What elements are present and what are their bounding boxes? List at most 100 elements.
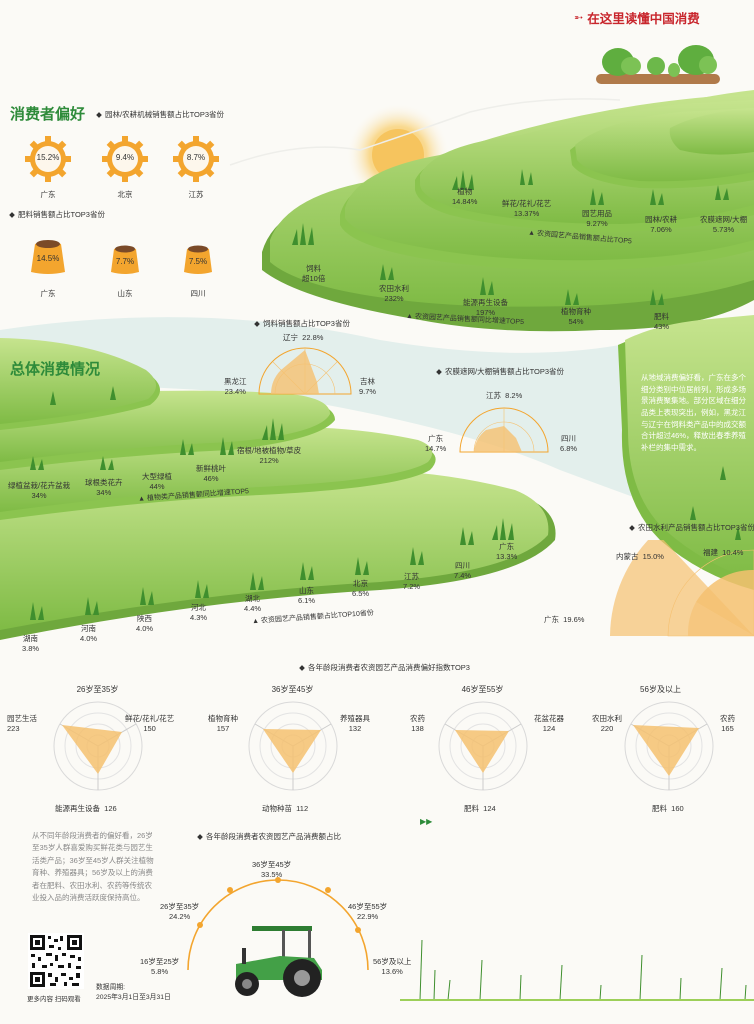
machinery-province: 广东 (40, 190, 56, 199)
radar-label-b: 农药 165 (720, 714, 735, 733)
radar-age: 36岁至45岁 (271, 685, 314, 694)
radar-group: 46岁至55岁 农药 138 花盆花器 124 肥料 124 (390, 684, 575, 819)
province-label: 广东 13.3% (496, 542, 518, 561)
province-label: 四川 7.4% (454, 561, 472, 580)
share-label: 植物 14.84% (452, 187, 478, 206)
fertilizer-province: 四川 (190, 289, 206, 298)
fertilizer-bag-icon (184, 245, 212, 274)
irrigation-label: 福建 10.4% (703, 548, 744, 557)
plant-label: 大型绿植 44% (142, 472, 172, 491)
greenhouse-radial-chart (459, 407, 549, 453)
tractor-illustration (235, 926, 322, 997)
greenhouse-label-top: 江苏 8.2% (486, 391, 523, 400)
radar-chart (624, 701, 714, 791)
arrow-icon: ➵ (574, 12, 584, 24)
greenhouse-title: 农膜遮网/大棚销售额占比TOP3省份 (436, 366, 564, 377)
feed-title: 饲料销售额占比TOP3省份 (254, 318, 350, 329)
header-text: 在这里读懂中国消费 (587, 11, 700, 26)
radar-group: 26岁至35岁 园艺生活 223 鲜花/花礼/花艺 150 能源再生设备 126 (5, 684, 190, 819)
province-label: 湖北 4.4% (244, 594, 262, 613)
age-share-title: 各年龄段消费者农资园艺产品消费额占比 (197, 831, 341, 842)
fertilizer-value: 7.7% (115, 257, 135, 266)
irrigation-chart (610, 540, 754, 637)
radar-chart (248, 701, 338, 791)
fertilizer-value: 14.5% (36, 254, 60, 263)
machinery-item: 15.2% 广东 (24, 135, 72, 200)
irrigation-title: 农田水利产品销售额占比TOP3省份 (629, 522, 754, 533)
growth-label: 肥料 43% (654, 312, 670, 331)
greenhouse-label-right: 四川 6.8% (560, 434, 578, 453)
data-period: 数据周期: 2025年3月1日至3月31日 (96, 984, 171, 1001)
seedling-illustration (596, 45, 720, 84)
radar-chart (53, 701, 143, 791)
province-label: 江苏 7.2% (403, 572, 421, 591)
machinery-province: 北京 (117, 190, 133, 199)
radar-label-c: 肥料 124 (464, 804, 496, 813)
gear-icon (25, 136, 71, 182)
radar-label-c: 动物种苗 112 (262, 804, 309, 813)
share-label: 园林/农耕 7.06% (645, 215, 678, 234)
play-arrows-icon: ▶▶ (420, 817, 433, 826)
fertilizer-bag-icon (111, 245, 139, 274)
section-title-overall: 总体消费情况 (10, 360, 101, 378)
feed-radial-chart (258, 347, 352, 395)
machinery-item: 9.4% 北京 (101, 135, 149, 200)
age-pref-title: 各年龄段消费者农资园艺产品消费偏好指数TOP3 (299, 662, 470, 673)
radar-label-a: 园艺生活 223 (7, 714, 37, 733)
radar-label-b: 养殖器具 132 (340, 714, 370, 733)
share-label: 园艺用品 9.27% (582, 209, 612, 228)
age-share-label: 56岁及以上 13.6% (373, 957, 412, 976)
header-banner: ➵ 在这里读懂中国消费 (574, 8, 700, 27)
radar-group: 36岁至45岁 植物育种 157 养殖器具 132 动物种苗 112 (200, 684, 385, 819)
age-share-label: 46岁至55岁 22.9% (348, 902, 388, 921)
province-label: 陕西 4.0% (136, 614, 154, 633)
radar-label-a: 植物育种 157 (208, 714, 238, 733)
radar-age: 46岁至55岁 (461, 685, 504, 694)
radar-label-b: 鲜花/花礼/花艺 150 (125, 714, 175, 733)
fertilizer-item: 7.5% 四川 (180, 240, 216, 299)
province-label: 北京 6.5% (352, 579, 370, 598)
qr-caption: 更多内容 扫码观看 (27, 996, 81, 1003)
machinery-value: 15.2% (36, 153, 60, 162)
fertilizer-title: 肥料销售额占比TOP3省份 (9, 209, 105, 220)
feed-label-top: 辽宁 22.8% (283, 333, 324, 342)
machinery-value: 8.7% (186, 153, 206, 162)
radar-age: 26岁至35岁 (76, 685, 119, 694)
growth-label: 饲料 超10倍 (302, 264, 326, 283)
feed-area (271, 350, 319, 394)
qr-code[interactable] (28, 933, 84, 989)
radar-label-b: 花盆花器 124 (534, 714, 564, 733)
plant-label: 球根类花卉 34% (85, 478, 123, 497)
fertilizer-value: 7.5% (188, 257, 208, 266)
age-paragraph: 从不同年龄段消费者的偏好看，26岁至35岁人群喜爱购买鲜花类与园艺生活类产品；3… (32, 831, 154, 902)
greenhouse-area (474, 426, 522, 452)
regional-paragraph: 从地域消费偏好看，广东在多个细分类别中位居前列，形成多场景消费聚集地。部分区域在… (641, 373, 747, 452)
share-label: 鲜花/花礼/花艺 13.37% (502, 199, 552, 218)
irrigation-label: 广东 19.6% (544, 615, 585, 624)
age-share-arc (187, 877, 369, 971)
age-share-label: 36岁至45岁 33.5% (252, 860, 292, 879)
growth-label: 能源再生设备 197% (463, 298, 508, 317)
radar-label-c: 能源再生设备 126 (55, 804, 117, 813)
province-label: 河南 4.0% (80, 624, 98, 643)
fertilizer-item: 7.7% 山东 (107, 240, 143, 299)
province-label: 山东 6.1% (298, 586, 316, 605)
age-share-label: 16岁至25岁 5.8% (140, 957, 180, 976)
growth-label: 植物育种 54% (561, 307, 591, 326)
radar-age: 56岁及以上 (640, 685, 681, 694)
radar-group: 56岁及以上 农田水利 220 农药 165 肥料 160 (568, 684, 753, 819)
radar-label-a: 农田水利 220 (592, 714, 622, 733)
section-title-preference: 消费者偏好 (10, 105, 86, 123)
gear-icon (102, 136, 148, 182)
machinery-title: 园林/农耕机械销售额占比TOP3省份 (96, 109, 224, 120)
fertilizer-province: 山东 (117, 289, 133, 298)
radar-label-a: 农药 138 (410, 714, 425, 733)
province-label: 河北 4.3% (190, 603, 208, 622)
plant-label: 新鲜桃叶 46% (196, 464, 226, 483)
growth-label: 农田水利 232% (379, 284, 409, 303)
grass-decoration (400, 939, 754, 1001)
machinery-value: 9.4% (115, 153, 135, 162)
gear-icon (173, 136, 219, 182)
feed-label-right: 吉林 9.7% (359, 377, 377, 396)
